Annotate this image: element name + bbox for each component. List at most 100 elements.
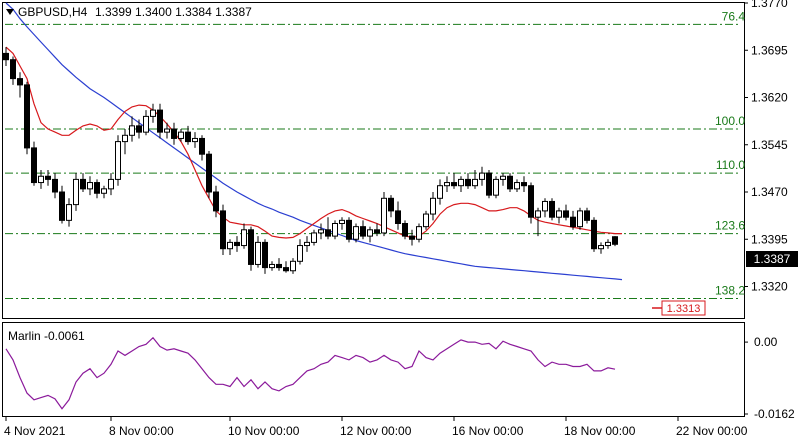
candle (255, 236, 261, 268)
candle (24, 81, 30, 155)
candle-body (185, 131, 191, 143)
candle-body (10, 59, 16, 80)
candle (458, 176, 464, 192)
candle (248, 226, 254, 271)
time-tick-label: 4 Nov 2021 (4, 424, 66, 438)
candle-body (472, 178, 478, 187)
candle-body (171, 128, 177, 139)
candle-body (451, 182, 457, 187)
candle-body (115, 141, 121, 180)
candle (528, 182, 534, 224)
candle-body (493, 178, 499, 196)
candle (304, 236, 310, 252)
price-tick-label: 1.3395 (751, 232, 788, 246)
current-price-label: 1.3387 (754, 252, 791, 266)
ohlc-values: 1.3399 1.3400 1.3384 1.3387 (95, 5, 252, 19)
candle-body (311, 232, 317, 243)
oscillator-tick-label: 0.00 (754, 335, 778, 349)
candle (353, 223, 359, 243)
oscillator-label: Marlin -0.0061 (8, 329, 85, 343)
price-tick-label: 1.3770 (751, 0, 788, 10)
candle (514, 179, 520, 192)
candle (31, 141, 37, 186)
candle (269, 261, 275, 271)
candle-body (164, 128, 170, 133)
candle (129, 116, 135, 142)
target-price-label: 1.3313 (667, 303, 701, 315)
candle-body (283, 267, 289, 272)
candle-body (199, 137, 205, 155)
symbol-label: GBPUSD,H4 (18, 5, 88, 19)
candle (388, 195, 394, 218)
slow-ma-line (5, 2, 623, 281)
candle (108, 173, 114, 196)
candle-body (514, 182, 520, 190)
candle (332, 220, 338, 240)
candle-body (605, 241, 611, 247)
oscillator-panel-frame (2, 322, 745, 417)
candle-body (297, 245, 303, 262)
oscillator-axis: 0.00 -0.0162 (744, 335, 795, 421)
candle-body (374, 229, 380, 234)
candle-body (395, 210, 401, 224)
candle (10, 56, 16, 85)
candle-body (304, 241, 310, 247)
candle (500, 173, 506, 186)
candle-body (507, 175, 513, 190)
dropdown-arrow-icon[interactable] (6, 9, 14, 15)
candle (367, 226, 373, 243)
candle (122, 129, 128, 155)
candle-body (458, 178, 464, 187)
price-tick-label: 1.3545 (751, 138, 788, 152)
candle (570, 210, 576, 230)
candle-body (437, 185, 443, 199)
candle (136, 119, 142, 139)
candle (416, 223, 422, 243)
fib-label-100.0: 100.0 (715, 114, 745, 128)
fast-ma-line (5, 46, 622, 239)
candle-body (360, 226, 366, 237)
candle (73, 173, 79, 211)
candle-body (248, 229, 254, 265)
candle (325, 217, 331, 240)
time-tick-label: 16 Nov 00:00 (452, 424, 524, 438)
time-tick-label: 22 Nov 00:00 (676, 424, 748, 438)
candle (297, 239, 303, 265)
candle (521, 176, 527, 192)
candle (171, 122, 177, 145)
candle (374, 223, 380, 237)
candle (199, 135, 205, 161)
candle-body (122, 134, 128, 143)
candle-body (332, 223, 338, 237)
candle-body (87, 182, 93, 190)
candle-body (66, 204, 72, 221)
candle-body (367, 229, 373, 237)
candle-body (143, 115, 149, 133)
candle-body (612, 236, 618, 245)
candle-body (52, 178, 58, 193)
price-tick-label: 1.3320 (751, 280, 788, 294)
candle-body (24, 84, 30, 149)
candle-body (213, 191, 219, 212)
candle-body (549, 200, 555, 218)
candle-body (73, 178, 79, 206)
candle-body (94, 182, 100, 194)
candle-body (542, 200, 548, 212)
target-price-box (661, 300, 706, 316)
candle-body (220, 210, 226, 250)
candle (101, 185, 107, 199)
candle (430, 192, 436, 221)
candle-body (276, 263, 282, 269)
candle (563, 204, 569, 221)
candle (472, 169, 478, 189)
candle (94, 179, 100, 199)
candle-body (157, 109, 163, 133)
candle-body (206, 153, 212, 193)
oscillator-line (5, 336, 616, 410)
fib-label-110.0: 110.0 (716, 158, 745, 172)
candle-body (535, 210, 541, 218)
candle (220, 204, 226, 255)
candle-body (290, 260, 296, 272)
candle (66, 198, 72, 227)
